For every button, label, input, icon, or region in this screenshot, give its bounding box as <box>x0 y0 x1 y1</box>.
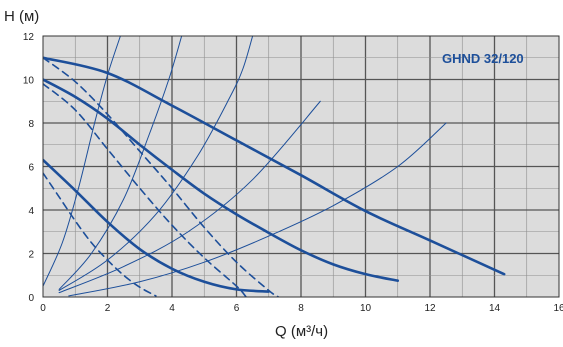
system-curve-7 <box>43 36 121 287</box>
y-tick-labels: 0 2 4 6 8 10 12 <box>23 32 35 304</box>
x-tick-label: 6 <box>234 303 240 314</box>
pump-curve-4 <box>43 83 247 297</box>
x-tick-label: 2 <box>105 303 111 314</box>
x-tick-label: 16 <box>553 303 563 314</box>
x-tick-label: 4 <box>169 303 175 314</box>
pump-curve-1 <box>43 56 506 276</box>
pump-curve-6 <box>43 172 157 297</box>
x-tick-labels: 0 2 4 6 8 10 12 14 16 <box>40 303 563 314</box>
x-tick-label: 14 <box>489 303 501 314</box>
chart-title: GHND 32/120 <box>442 51 524 66</box>
system-curve-9 <box>58 36 254 291</box>
y-axis-title: Н (м) <box>4 8 39 25</box>
system-curve-10 <box>58 100 321 294</box>
y-tick-label: 4 <box>28 206 34 217</box>
pump-curve-2 <box>43 78 400 282</box>
pump-curve-5 <box>43 158 271 293</box>
x-tick-label: 8 <box>298 303 304 314</box>
x-tick-label: 10 <box>360 303 372 314</box>
y-tick-label: 0 <box>28 293 34 304</box>
x-tick-label: 0 <box>40 303 46 314</box>
y-tick-label: 8 <box>28 119 34 130</box>
grid <box>43 36 559 297</box>
y-tick-label: 6 <box>28 163 34 174</box>
plot-frame <box>42 35 560 298</box>
system-curve-8 <box>58 36 183 290</box>
y-tick-label: 12 <box>23 32 35 43</box>
curves <box>43 36 506 297</box>
x-tick-label: 12 <box>424 303 436 314</box>
system-curve-11 <box>68 122 447 297</box>
pump-curve-3 <box>43 56 280 297</box>
y-tick-label: 2 <box>28 250 34 261</box>
y-tick-label: 10 <box>23 76 35 87</box>
x-axis-title: Q (м³/ч) <box>275 323 328 340</box>
